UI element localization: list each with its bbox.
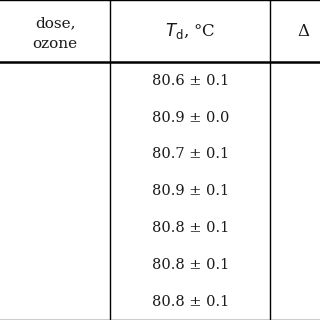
Text: 80.8 ± 0.1: 80.8 ± 0.1 [152, 295, 229, 308]
Text: 80.6 ± 0.1: 80.6 ± 0.1 [152, 74, 229, 88]
Text: dose,: dose, [35, 16, 76, 30]
Text: ozone: ozone [33, 37, 78, 51]
Text: 80.8 ± 0.1: 80.8 ± 0.1 [152, 258, 229, 272]
Text: 80.9 ± 0.1: 80.9 ± 0.1 [152, 184, 229, 198]
Text: 80.9 ± 0.0: 80.9 ± 0.0 [152, 111, 229, 124]
Text: Δ: Δ [297, 23, 309, 40]
Text: 80.8 ± 0.1: 80.8 ± 0.1 [152, 221, 229, 235]
Text: $\mathit{T}_\mathrm{d}$, °C: $\mathit{T}_\mathrm{d}$, °C [165, 21, 216, 41]
Text: 80.7 ± 0.1: 80.7 ± 0.1 [152, 148, 229, 161]
